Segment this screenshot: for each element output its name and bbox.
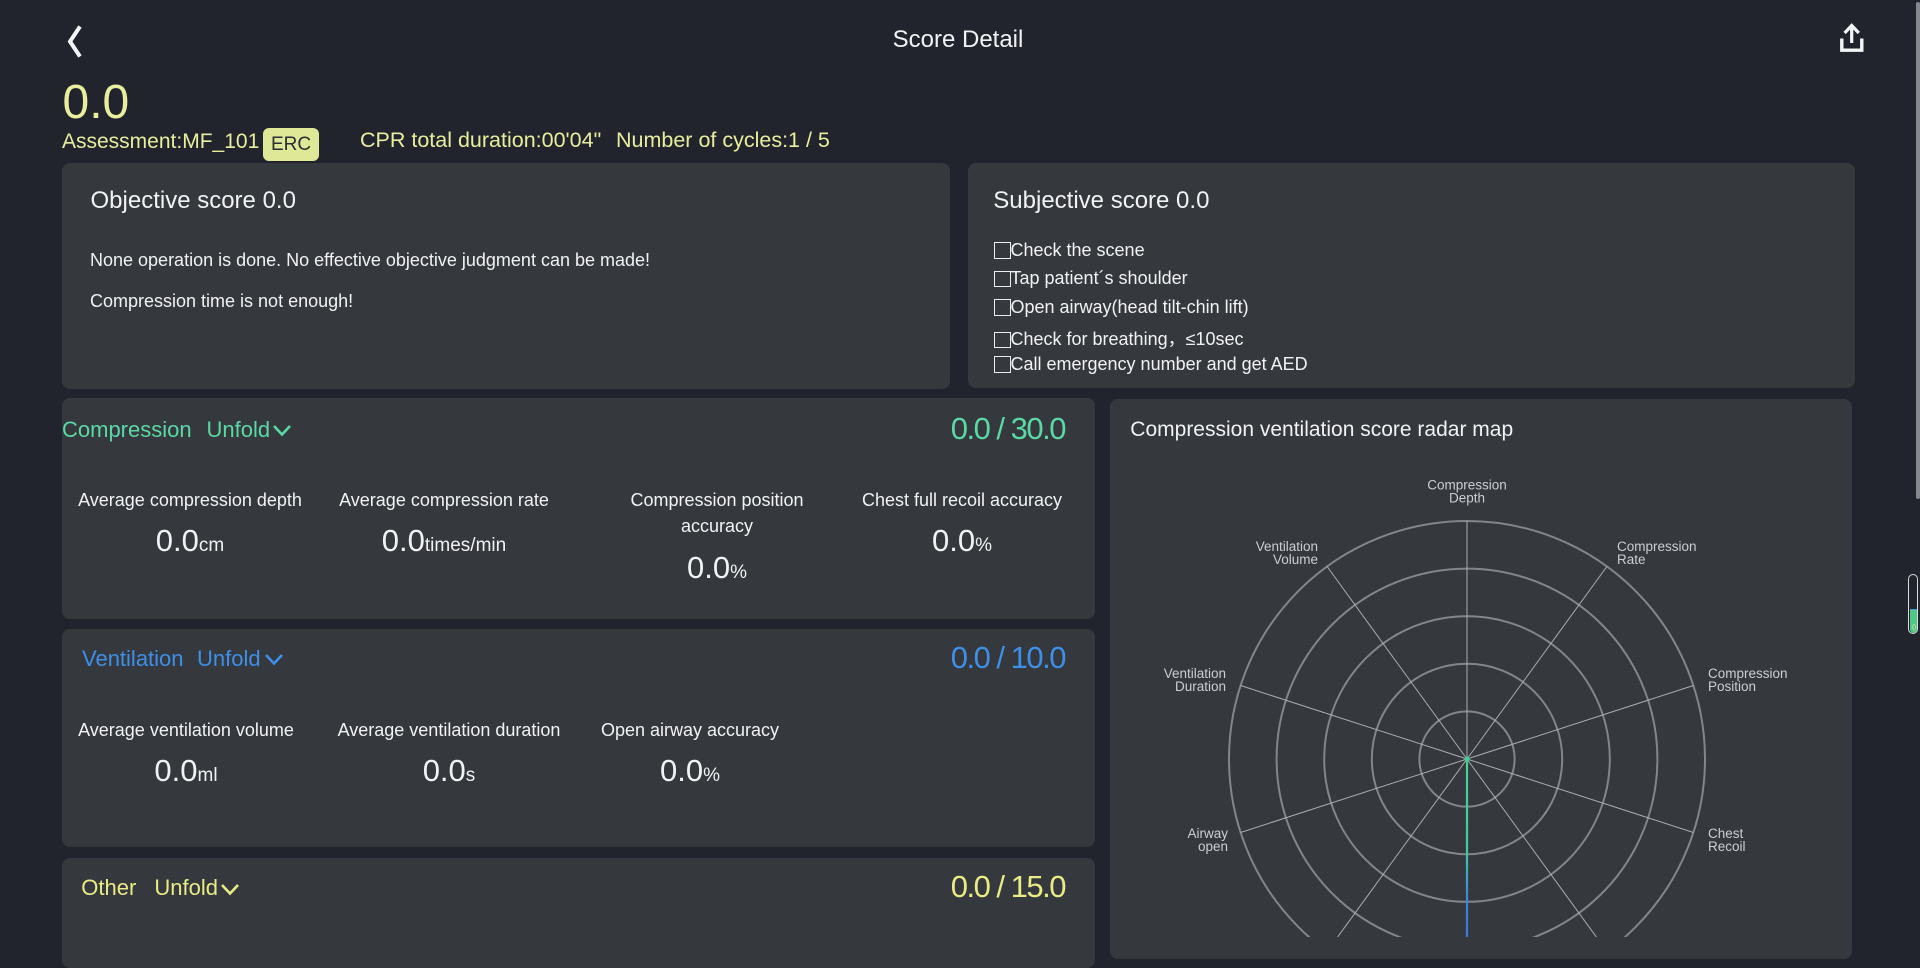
svg-text:Compression: Compression: [1617, 539, 1697, 554]
svg-text:Depth: Depth: [1449, 491, 1485, 506]
svg-text:Ventilation: Ventilation: [1256, 539, 1318, 554]
svg-text:Ventilation: Ventilation: [1164, 666, 1226, 681]
svg-text:Recoil: Recoil: [1708, 839, 1746, 854]
svg-text:Rate: Rate: [1617, 552, 1646, 567]
svg-text:Duration: Duration: [1175, 679, 1226, 694]
svg-text:open: open: [1198, 839, 1228, 854]
svg-text:Chest: Chest: [1708, 826, 1744, 841]
svg-text:Airway: Airway: [1187, 826, 1228, 841]
svg-text:Position: Position: [1708, 679, 1756, 694]
svg-text:Compression: Compression: [1427, 478, 1507, 493]
svg-text:Compression: Compression: [1708, 666, 1788, 681]
svg-text:Volume: Volume: [1273, 552, 1318, 567]
